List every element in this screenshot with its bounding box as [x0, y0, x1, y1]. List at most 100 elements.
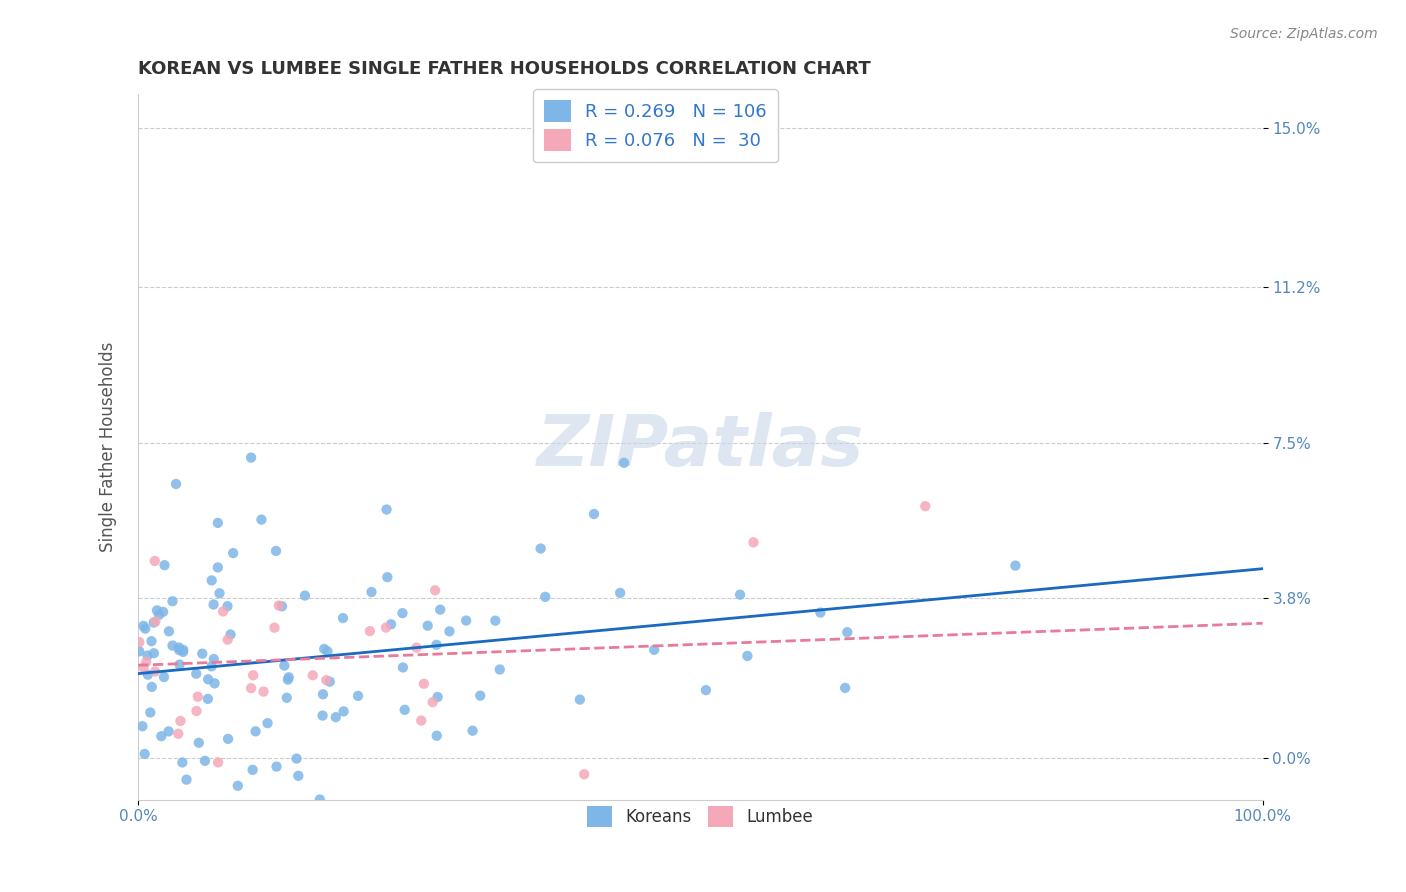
Point [422, 695, 444, 709]
Point [157, 724, 180, 739]
Point [167, 727, 190, 741]
Point [609, 586, 631, 600]
Point [315, 673, 337, 687]
Point [411, 714, 433, 728]
Point [245, 724, 267, 739]
Point [132, 619, 155, 633]
Point [167, 640, 190, 655]
Point [377, 570, 399, 584]
Point [226, 779, 249, 793]
Point [568, 692, 591, 706]
Point [136, 648, 159, 663]
Point [375, 502, 398, 516]
Point [162, 639, 184, 653]
Point [834, 681, 856, 695]
Point [202, 652, 225, 666]
Point [142, 615, 165, 630]
Point [837, 625, 859, 640]
Point [273, 658, 295, 673]
Point [187, 690, 209, 704]
Point [128, 644, 150, 658]
Point [202, 598, 225, 612]
Point [263, 621, 285, 635]
Point [191, 647, 214, 661]
Point [217, 599, 239, 614]
Point [169, 714, 191, 728]
Point [808, 606, 831, 620]
Point [359, 624, 381, 639]
Point [439, 624, 461, 639]
Point [695, 683, 717, 698]
Point [311, 708, 333, 723]
Point [152, 605, 174, 619]
Point [394, 703, 416, 717]
Point [461, 723, 484, 738]
Point [391, 606, 413, 620]
Point [530, 541, 553, 556]
Point [143, 665, 166, 679]
Point [240, 681, 263, 695]
Point [172, 645, 194, 659]
Point [374, 621, 396, 635]
Point [150, 729, 173, 743]
Point [470, 689, 492, 703]
Point [148, 607, 170, 622]
Text: Source: ZipAtlas.com: Source: ZipAtlas.com [1230, 27, 1378, 41]
Point [380, 617, 402, 632]
Point [207, 560, 229, 574]
Point [153, 670, 176, 684]
Point [332, 705, 354, 719]
Point [425, 638, 447, 652]
Point [172, 756, 194, 770]
Point [250, 513, 273, 527]
Point [294, 589, 316, 603]
Point [347, 689, 370, 703]
Point [207, 516, 229, 530]
Point [266, 759, 288, 773]
Point [285, 751, 308, 765]
Point [187, 736, 209, 750]
Point [217, 731, 239, 746]
Point [134, 747, 156, 761]
Point [197, 673, 219, 687]
Point [212, 604, 235, 618]
Point [141, 634, 163, 648]
Point [186, 704, 208, 718]
Point [325, 710, 347, 724]
Point [301, 668, 323, 682]
Point [169, 657, 191, 672]
Text: KOREAN VS LUMBEE SINGLE FATHER HOUSEHOLDS CORRELATION CHART: KOREAN VS LUMBEE SINGLE FATHER HOUSEHOLD… [138, 60, 870, 78]
Point [572, 767, 595, 781]
Point [167, 643, 190, 657]
Point [141, 680, 163, 694]
Point [132, 661, 155, 675]
Point [136, 667, 159, 681]
Point [405, 640, 427, 655]
Point [423, 583, 446, 598]
Point [139, 706, 162, 720]
Point [742, 535, 765, 549]
Point [426, 729, 449, 743]
Point [201, 574, 224, 588]
Point [456, 614, 478, 628]
Point [914, 499, 936, 513]
Point [142, 646, 165, 660]
Point [312, 687, 335, 701]
Point [392, 660, 415, 674]
Point [416, 618, 439, 632]
Point [277, 673, 299, 687]
Point [143, 554, 166, 568]
Point [287, 769, 309, 783]
Point [157, 624, 180, 639]
Point [222, 546, 245, 560]
Point [242, 763, 264, 777]
Point [316, 644, 339, 658]
Point [186, 666, 208, 681]
Point [308, 792, 330, 806]
Y-axis label: Single Father Households: Single Father Households [100, 342, 117, 552]
Point [242, 668, 264, 682]
Point [207, 756, 229, 770]
Point [204, 676, 226, 690]
Point [201, 659, 224, 673]
Point [176, 772, 198, 787]
